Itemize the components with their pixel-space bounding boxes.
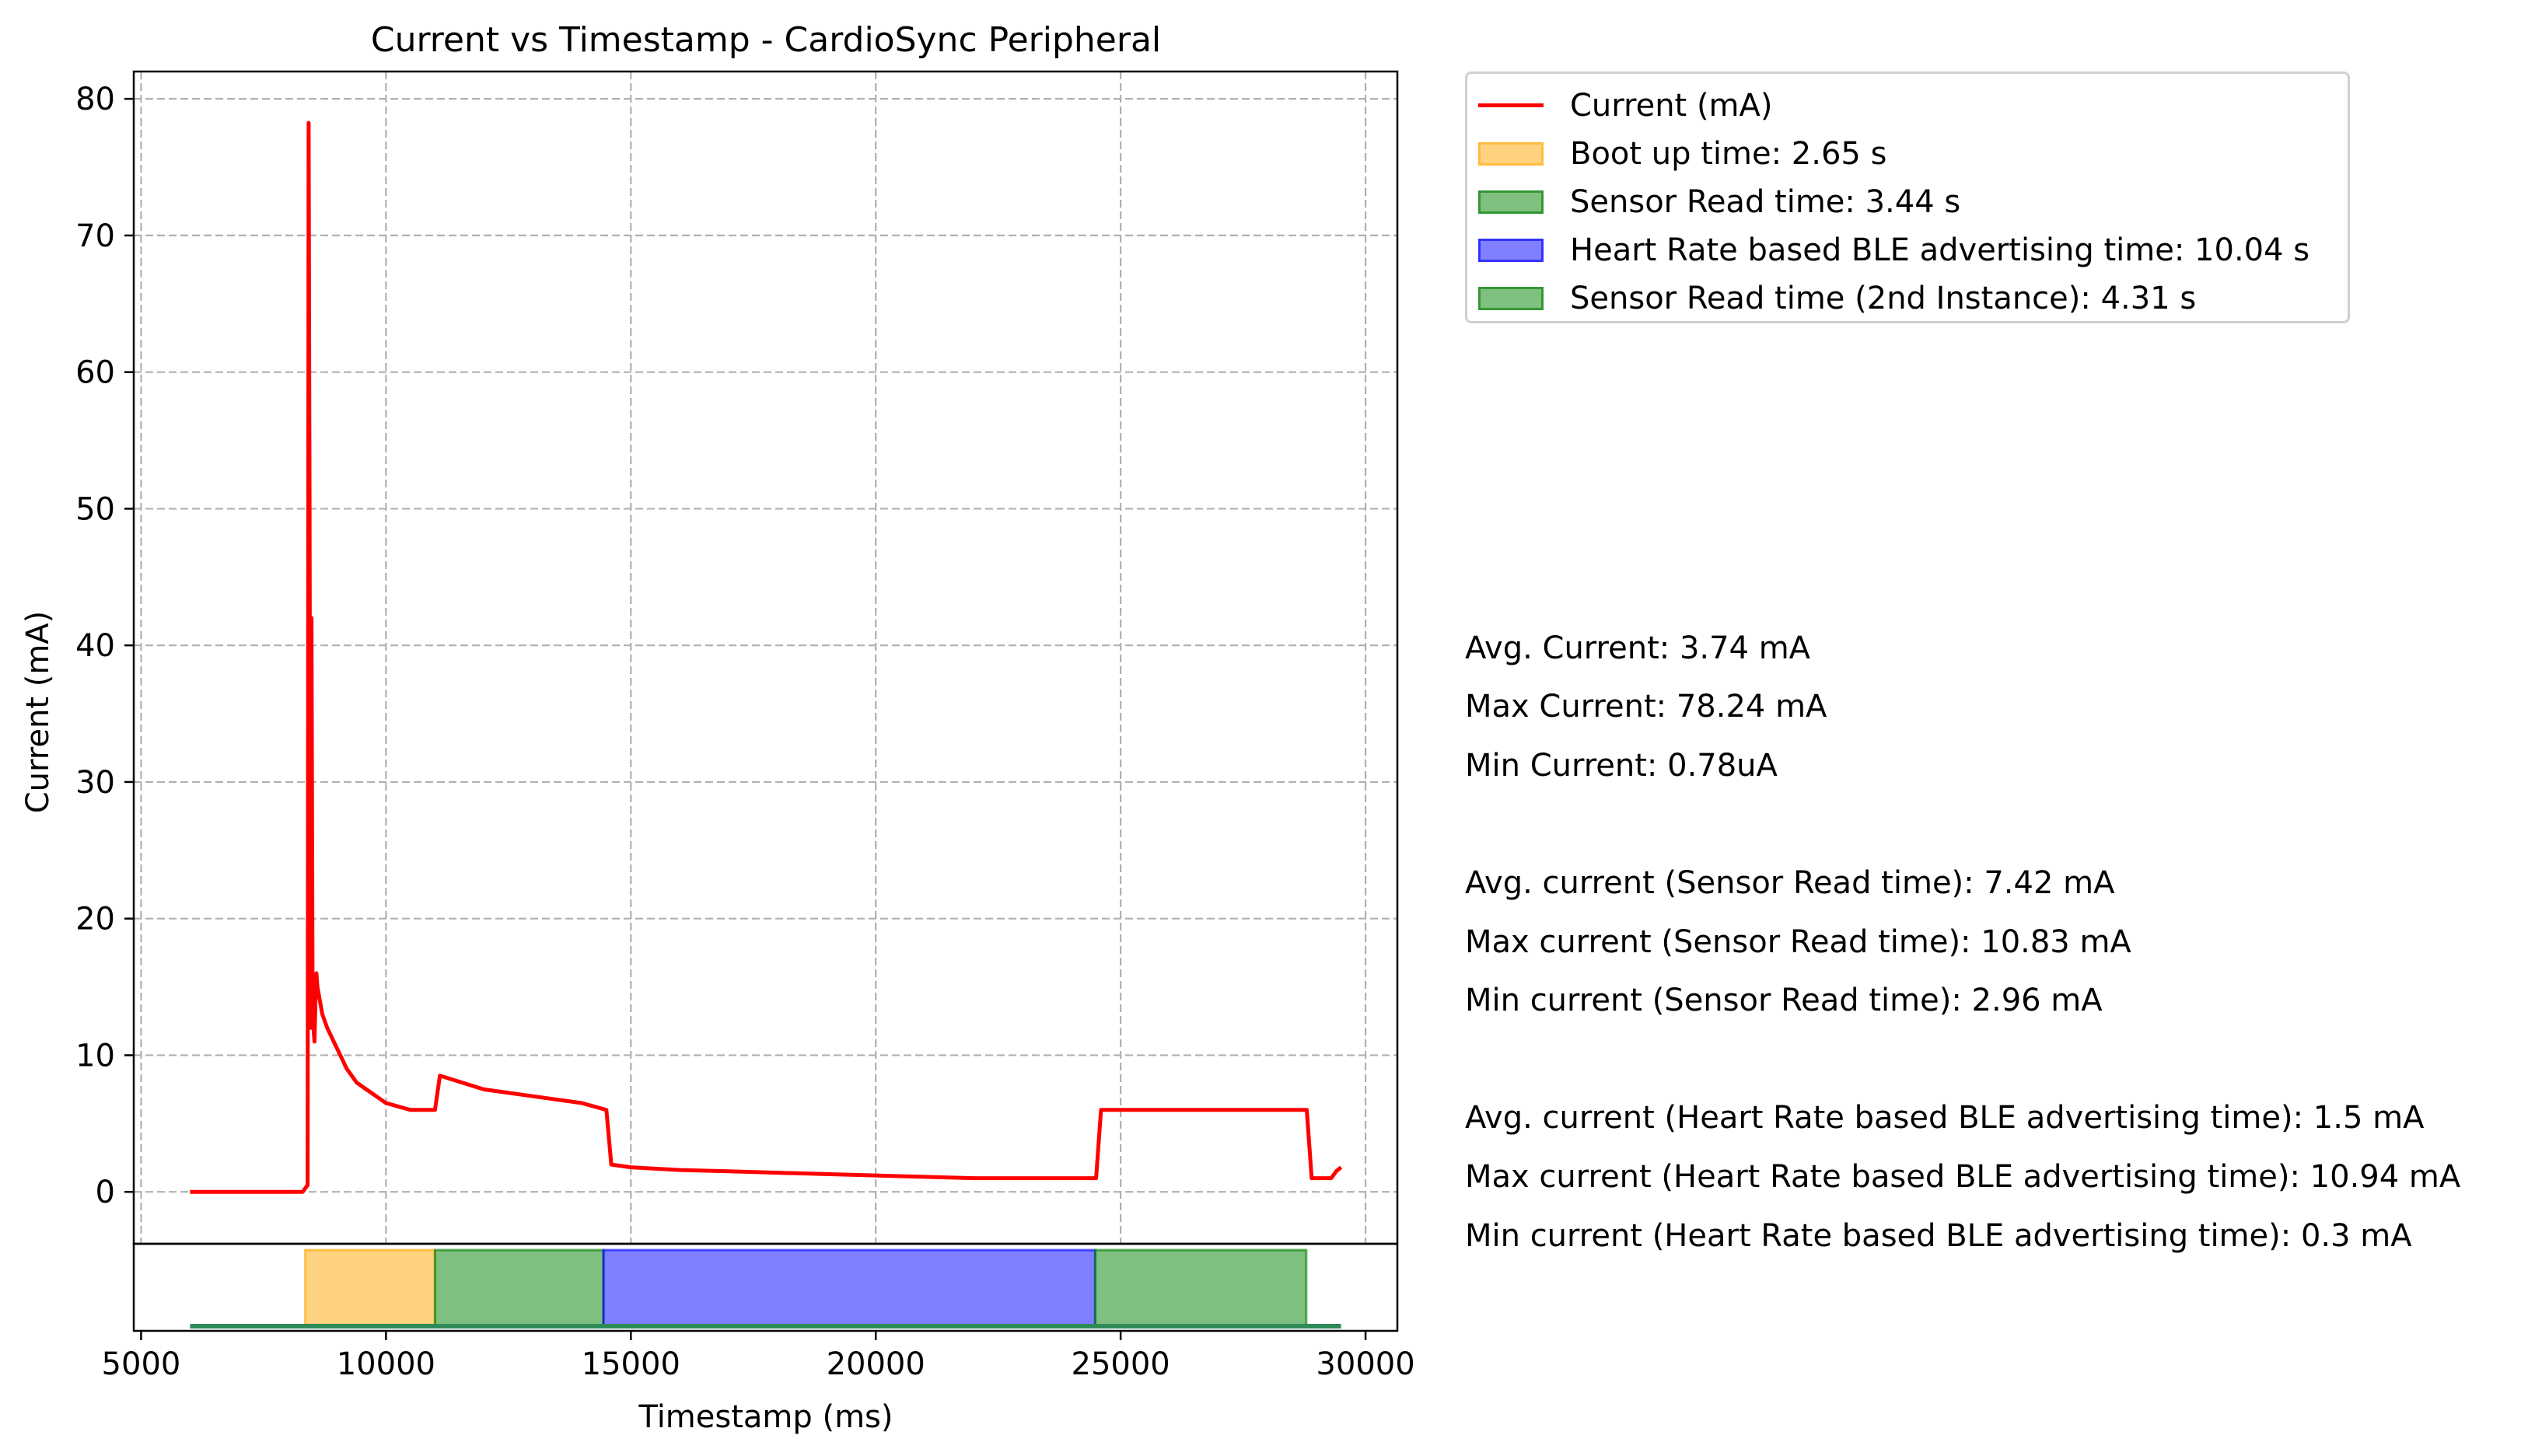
y-tick-label: 30 xyxy=(75,765,115,801)
phase-bar-1 xyxy=(433,1248,605,1328)
legend-swatch-sensor-read xyxy=(1478,190,1544,214)
x-tick-label: 5000 xyxy=(102,1346,181,1382)
y-axis-label: Current (mA) xyxy=(20,611,56,814)
x-tick-label: 10000 xyxy=(337,1346,435,1382)
y-tick-label: 70 xyxy=(75,218,115,254)
y-tick-label: 20 xyxy=(75,902,115,937)
legend-swatch-current xyxy=(1478,103,1544,107)
y-tick-label: 60 xyxy=(75,355,115,391)
stat-min-sensor: Min current (Sensor Read time): 2.96 mA xyxy=(1465,983,2103,1018)
chart-title: Current vs Timestamp - CardioSync Periph… xyxy=(371,20,1161,60)
stat-min-ble: Min current (Heart Rate based BLE advert… xyxy=(1465,1218,2412,1254)
legend-label-sensor-read: Sensor Read time: 3.44 s xyxy=(1570,184,1961,220)
phase-timeline xyxy=(190,1248,1341,1329)
stat-avg-sensor: Avg. current (Sensor Read time): 7.42 mA xyxy=(1465,865,2115,901)
x-tick-label: 15000 xyxy=(582,1346,680,1382)
y-tick-label: 0 xyxy=(96,1175,115,1210)
legend-label-current: Current (mA) xyxy=(1570,88,1773,124)
stat-avg-current: Avg. Current: 3.74 mA xyxy=(1465,630,1811,666)
legend-swatch-boot xyxy=(1478,142,1544,166)
x-axis-label: Timestamp (ms) xyxy=(638,1399,893,1435)
stat-avg-ble: Avg. current (Heart Rate based BLE adver… xyxy=(1465,1100,2425,1136)
y-tick-label: 40 xyxy=(75,628,115,664)
plot-frame xyxy=(132,70,1399,1245)
legend: Current (mA) Boot up time: 2.65 s Sensor… xyxy=(1465,72,2350,323)
legend-label-sensor-read-2: Sensor Read time (2nd Instance): 4.31 s xyxy=(1570,281,2197,316)
y-tick-label: 80 xyxy=(75,82,115,117)
timeline-baseline xyxy=(190,1324,1341,1329)
axes xyxy=(132,70,1399,1332)
series-layer xyxy=(190,120,1343,1194)
series-line-0 xyxy=(190,120,1343,1194)
y-tick-label: 50 xyxy=(75,491,115,527)
y-ticks: 0 10 20 30 40 50 60 70 80 xyxy=(75,82,134,1210)
legend-label-ble: Heart Rate based BLE advertising time: 1… xyxy=(1570,232,2310,268)
x-tick-label: 25000 xyxy=(1072,1346,1170,1382)
phase-bar-2 xyxy=(602,1248,1096,1328)
legend-label-boot: Boot up time: 2.65 s xyxy=(1570,136,1887,172)
phase-bar-3 xyxy=(1093,1248,1308,1328)
x-tick-label: 30000 xyxy=(1316,1346,1414,1382)
phase-bar-0 xyxy=(303,1248,436,1328)
x-ticks: 5000 10000 15000 20000 25000 30000 xyxy=(102,1331,1415,1382)
timeline-frame xyxy=(132,1242,1399,1332)
stat-max-sensor: Max current (Sensor Read time): 10.83 mA xyxy=(1465,924,2131,960)
stat-min-current: Min Current: 0.78uA xyxy=(1465,748,1778,784)
legend-swatch-sensor-read-2 xyxy=(1478,287,1544,310)
legend-swatch-ble xyxy=(1478,239,1544,262)
stat-max-current: Max Current: 78.24 mA xyxy=(1465,689,1827,725)
stat-max-ble: Max current (Heart Rate based BLE advert… xyxy=(1465,1159,2461,1195)
grid xyxy=(134,72,1397,1244)
x-tick-label: 20000 xyxy=(827,1346,925,1382)
y-tick-label: 10 xyxy=(75,1038,115,1074)
